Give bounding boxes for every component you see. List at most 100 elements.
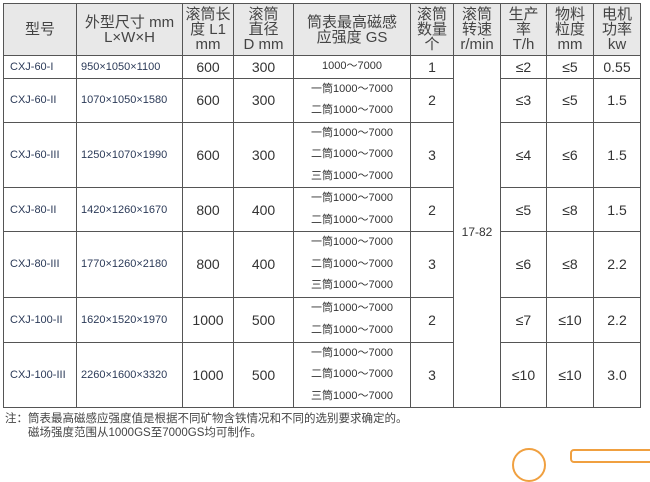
rate-cell: ≤3 <box>500 77 547 123</box>
table-row: CXJ-60-I 950×1050×1100 600 300 1000～7000 1 17-… <box>3 55 641 408</box>
column-header: 滚筒 转速 r/min <box>453 3 501 56</box>
power-cell: 1.5 <box>593 187 641 232</box>
diameter-cell: 300 <box>233 55 294 79</box>
gs-line: 二筒1000～7000 <box>311 323 393 336</box>
gs-cell: 一筒1000～7000 二筒1000～7000 三筒1000～7000 <box>293 121 411 188</box>
column-header: 物料 粒度 mm <box>546 3 594 56</box>
count-cell: 2 <box>410 77 454 123</box>
count-cell: 3 <box>410 231 454 298</box>
gs-line: 一筒1000～7000 <box>311 302 393 314</box>
gs-line: 二筒1000～7000 <box>311 257 393 270</box>
gs-cell: 1000～7000 <box>293 55 411 79</box>
rate-cell: ≤10 <box>500 341 547 408</box>
power-cell: 0.55 <box>593 55 641 79</box>
size-cell: ≤5 <box>546 77 594 123</box>
diameter-cell: 400 <box>233 231 294 298</box>
model-cell: CXJ-60-I <box>3 55 77 79</box>
dimensions-cell: 950×1050×1100 <box>76 55 183 79</box>
length-cell: 1000 <box>182 296 234 343</box>
model-cell: CXJ-80-II <box>3 187 77 232</box>
count-cell: 2 <box>410 187 454 232</box>
length-cell: 800 <box>182 231 234 298</box>
table-row: CXJ-80-II 1420×1260×1670 800 400 一筒1000～7000… <box>3 187 641 232</box>
dimensions-cell: 1070×1050×1580 <box>76 77 183 123</box>
gs-line: 三筒1000～7000 <box>311 169 393 182</box>
gs-cell: 一筒1000～7000 二筒1000～7000 三筒1000～7000 <box>293 341 411 408</box>
power-cell: 3.0 <box>593 341 641 408</box>
size-cell: ≤8 <box>546 187 594 232</box>
note-line: 磁场强度范围从1000GS至7000GS均可制作。 <box>5 427 262 439</box>
gs-line: 二筒1000～7000 <box>311 148 393 160</box>
column-header: 生产率 T/h <box>500 3 547 56</box>
gs-line: 一筒1000～7000 <box>311 346 393 359</box>
speed-cell: 17-82 <box>453 55 501 408</box>
dimensions-cell: 2260×1600×3320 <box>76 341 183 408</box>
gs-cell: 一筒1000～7000 二筒1000～7000 三筒1000～7000 <box>293 231 411 298</box>
model-cell: CXJ-100-III <box>3 341 77 408</box>
spec-table: 型号 外型尺寸 mm L×W×H 滚筒长度 L1 mm 滚筒 直径 D mm 筒表最高磁感 应强度… <box>3 3 641 408</box>
dimensions-cell: 1620×1520×1970 <box>76 296 183 343</box>
size-cell: ≤8 <box>546 231 594 298</box>
gs-line: 一筒1000～7000 <box>311 192 393 204</box>
rate-cell: ≤7 <box>500 296 547 343</box>
model-cell: CXJ-60-III <box>3 121 77 188</box>
gs-line: 一筒1000～7000 <box>311 236 393 248</box>
gs-line: 三筒1000～7000 <box>311 389 393 402</box>
dimensions-cell: 1250×1070×1990 <box>76 121 183 188</box>
length-cell: 800 <box>182 187 234 232</box>
table-row: CXJ-60-II 1070×1050×1580 600 300 一筒1000～7000… <box>3 77 641 123</box>
size-cell: ≤5 <box>546 55 594 79</box>
dimensions-cell: 1420×1260×1670 <box>76 187 183 232</box>
power-cell: 2.2 <box>593 231 641 298</box>
size-cell: ≤10 <box>546 296 594 343</box>
table-row: CXJ-100-II 1620×1520×1970 1000 500 一筒1000～70… <box>3 296 641 343</box>
gs-cell: 一筒1000～7000 二筒1000～7000 <box>293 187 411 232</box>
column-header: 滚筒 直径 D mm <box>233 3 294 56</box>
gs-line: 1000～7000 <box>322 60 382 72</box>
model-cell: CXJ-60-II <box>3 77 77 123</box>
decorative-circle <box>512 448 546 482</box>
column-header: 外型尺寸 mm L×W×H <box>76 3 183 56</box>
model-cell: CXJ-100-II <box>3 296 77 343</box>
length-cell: 600 <box>182 121 234 188</box>
power-cell: 1.5 <box>593 77 641 123</box>
footnote: 注：筒表最高磁感应强度值是根据不同矿物含铁情况和不同的选别要求确定的。 磁场强度… <box>5 412 408 440</box>
column-header: 电机 功率 kw <box>593 3 641 56</box>
rate-cell: ≤2 <box>500 55 547 79</box>
gs-line: 三筒1000～7000 <box>311 279 393 291</box>
diameter-cell: 500 <box>233 341 294 408</box>
table-row: CXJ-80-III 1770×1260×2180 800 400 一筒1000～700… <box>3 231 641 298</box>
gs-line: 一筒1000～7000 <box>311 82 393 95</box>
decorative-bar <box>570 449 650 463</box>
power-cell: 1.5 <box>593 121 641 188</box>
column-header: 滚筒长度 L1 mm <box>182 3 234 56</box>
count-cell: 2 <box>410 296 454 343</box>
gs-line: 二筒1000～7000 <box>311 213 393 226</box>
table-row: CXJ-60-III 1250×1070×1990 600 300 一筒1000～700… <box>3 121 641 188</box>
gs-cell: 一筒1000～7000 二筒1000～7000 <box>293 77 411 123</box>
diameter-cell: 300 <box>233 121 294 188</box>
model-cell: CXJ-80-III <box>3 231 77 298</box>
diameter-cell: 500 <box>233 296 294 343</box>
rate-cell: ≤6 <box>500 231 547 298</box>
diameter-cell: 400 <box>233 187 294 232</box>
power-cell: 2.2 <box>593 296 641 343</box>
gs-line: 二筒1000～7000 <box>311 104 393 116</box>
count-cell: 1 <box>410 55 454 79</box>
length-cell: 1000 <box>182 341 234 408</box>
rate-cell: ≤4 <box>500 121 547 188</box>
rate-cell: ≤5 <box>500 187 547 232</box>
column-header: 滚筒 数量个 <box>410 3 454 56</box>
size-cell: ≤10 <box>546 341 594 408</box>
gs-line: 一筒1000～7000 <box>311 126 393 139</box>
column-header: 型号 <box>3 3 77 56</box>
gs-cell: 一筒1000～7000 二筒1000～7000 <box>293 296 411 343</box>
size-cell: ≤6 <box>546 121 594 188</box>
column-header: 筒表最高磁感 应强度 GS <box>293 3 411 56</box>
dimensions-cell: 1770×1260×2180 <box>76 231 183 298</box>
note-line: 注：筒表最高磁感应强度值是根据不同矿物含铁情况和不同的选别要求确定的。 <box>5 413 408 425</box>
length-cell: 600 <box>182 77 234 123</box>
length-cell: 600 <box>182 55 234 79</box>
table-row: CXJ-100-III 2260×1600×3320 1000 500 一筒1000～7… <box>3 341 641 408</box>
count-cell: 3 <box>410 121 454 188</box>
